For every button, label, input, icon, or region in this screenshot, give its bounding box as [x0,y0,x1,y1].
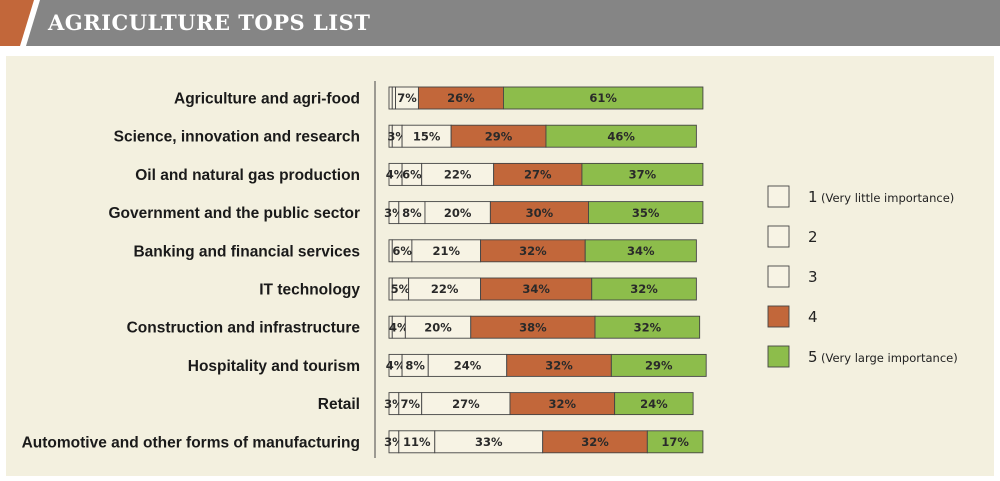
bar-segment-2 [391,86,396,110]
bar-value-label: 34% [522,282,550,296]
bar-value-label: 24% [454,359,482,373]
category-label: IT technology [259,282,360,299]
header-bar [26,0,1000,46]
category-label: Agriculture and agri-food [174,91,360,108]
bar-value-label: 27% [452,397,480,411]
legend-sublabel: (Very little importance) [821,191,954,205]
category-label: Retail [318,396,360,413]
bar-segment-5 [584,239,697,263]
bar-value-label: 61% [589,91,617,105]
bar-value-label: 27% [524,168,552,182]
bar-value-label: 11% [403,435,431,449]
category-label: Oil and natural gas production [135,167,360,184]
legend-sublabel: (Very large importance) [821,351,958,365]
bar-segment-5 [503,86,704,110]
legend-swatch-2 [767,225,790,248]
category-label: Construction and infrastructure [127,320,361,337]
chart-header: AGRICULTURE TOPS LIST [0,0,1000,46]
legend-label: 3 [808,268,818,286]
bar-value-label: 20% [444,206,472,220]
bar-segment-5 [588,201,704,225]
category-label: Banking and financial services [133,243,360,260]
bar-value-label: 29% [485,129,513,143]
bar-value-label: 4% [386,168,406,182]
bar-value-label: 38% [519,320,547,334]
bar-value-label: 30% [526,206,554,220]
bar-value-label: 32% [634,320,662,334]
bar-value-label: 29% [645,359,673,373]
bar-value-label: 32% [630,282,658,296]
bar-value-label: 8% [405,359,425,373]
bar-segment-5 [581,162,704,186]
bar-value-label: 6% [402,168,422,182]
bar-value-label: 8% [402,206,422,220]
bar-value-label: 32% [519,244,547,258]
chart-title: AGRICULTURE TOPS LIST [48,10,371,35]
legend-label: 1 [808,188,818,206]
legend-swatch-3 [767,265,790,288]
header-accent [0,0,34,46]
bar-value-label: 35% [632,206,660,220]
bar-value-label: 7% [400,397,420,411]
bar-value-label: 22% [431,282,459,296]
bar-value-label: 7% [397,91,417,105]
stacked-bar-chart: Agriculture and agri-food 7% 26% 61%Science… [22,81,958,458]
legend-swatch-1 [767,185,790,208]
legend-swatch-5 [767,345,790,368]
bar-value-label: 37% [629,168,657,182]
bar-segment-1 [388,86,393,110]
legend-label: 4 [808,308,818,326]
bar-value-label: 21% [432,244,460,258]
bar-segment-5 [591,277,697,301]
category-label: Hospitality and tourism [188,358,360,375]
bar-value-label: 32% [581,435,609,449]
bar-segment-5 [545,124,697,148]
bar-value-label: 32% [545,359,573,373]
bar-value-label: 4% [389,320,409,334]
bar-value-label: 32% [549,397,577,411]
bar-value-label: 20% [424,320,452,334]
legend-swatch-4 [767,305,790,328]
bar-segment-5 [610,353,707,377]
category-label: Government and the public sector [109,205,361,222]
category-label: Automotive and other forms of manufactur… [22,434,360,451]
bar-value-label: 6% [392,244,412,258]
bar-value-label: 17% [661,435,689,449]
bar-value-label: 4% [386,359,406,373]
bar-segment-5 [646,430,704,454]
bar-segment-5 [614,392,694,416]
bar-value-label: 22% [444,168,472,182]
bar-value-label: 15% [413,129,441,143]
bar-value-label: 5% [391,282,411,296]
legend-label: 5 [808,348,818,366]
chart-panel: Agriculture and agri-food 7% 26% 61% Science… [6,56,994,476]
bar-value-label: 24% [640,397,668,411]
bar-segment-5 [594,315,701,339]
legend-label: 2 [808,228,818,246]
header-banner [0,0,1000,46]
bar-value-label: 26% [447,91,475,105]
category-label: Science, innovation and research [114,129,360,146]
bar-value-label: 33% [475,435,503,449]
bar-value-label: 46% [607,129,635,143]
bar-value-label: 34% [627,244,655,258]
